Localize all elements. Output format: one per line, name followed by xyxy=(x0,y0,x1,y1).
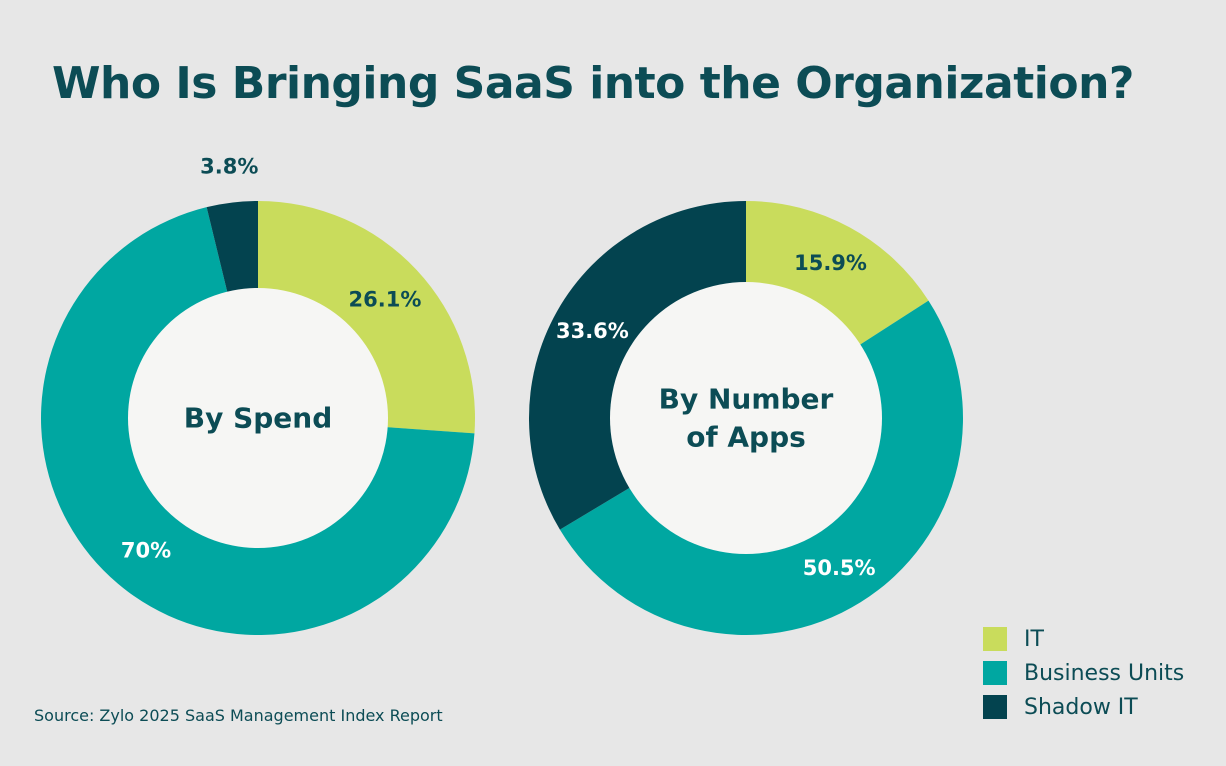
legend-item-it: IT xyxy=(983,622,1184,656)
legend: IT Business Units Shadow IT xyxy=(983,622,1184,724)
slice-label-it-by-number-of-apps: 15.9% xyxy=(794,251,867,275)
donut-chart-by-spend: 26.1% 70% 3.8% By Spend xyxy=(40,155,476,635)
slice-label-business-units-by-spend: 70% xyxy=(121,539,171,563)
donut-hole-by-spend xyxy=(128,288,388,548)
legend-item-shadow-it: Shadow IT xyxy=(983,690,1184,724)
legend-swatch-shadow-it xyxy=(983,695,1007,719)
legend-label-shadow-it: Shadow IT xyxy=(1024,694,1138,720)
legend-label-business-units: Business Units xyxy=(1024,660,1185,686)
slice-label-business-units-by-number-of-apps: 50.5% xyxy=(803,556,876,580)
center-label-by-spend-line-1: By Spend xyxy=(184,402,333,435)
center-label-by-number-of-apps-line-1: By Number xyxy=(659,383,834,416)
legend-swatch-it xyxy=(983,627,1007,651)
legend-label-it: IT xyxy=(1024,626,1044,652)
slice-label-it-by-spend: 26.1% xyxy=(349,288,422,312)
slice-label-shadow-it-by-spend: 3.8% xyxy=(200,155,258,179)
donut-hole-by-number-of-apps xyxy=(610,282,882,554)
legend-item-business-units: Business Units xyxy=(983,656,1184,690)
page-title: Who Is Bringing SaaS into the Organizati… xyxy=(52,58,1134,109)
slice-label-shadow-it-by-number-of-apps: 33.6% xyxy=(556,319,629,343)
donut-chart-by-number-of-apps: 15.9% 50.5% 33.6% By Number of Apps xyxy=(529,201,963,635)
source-note: Source: Zylo 2025 SaaS Management Index … xyxy=(34,706,443,725)
center-label-by-number-of-apps-line-2: of Apps xyxy=(686,421,806,454)
legend-swatch-business-units xyxy=(983,661,1007,685)
